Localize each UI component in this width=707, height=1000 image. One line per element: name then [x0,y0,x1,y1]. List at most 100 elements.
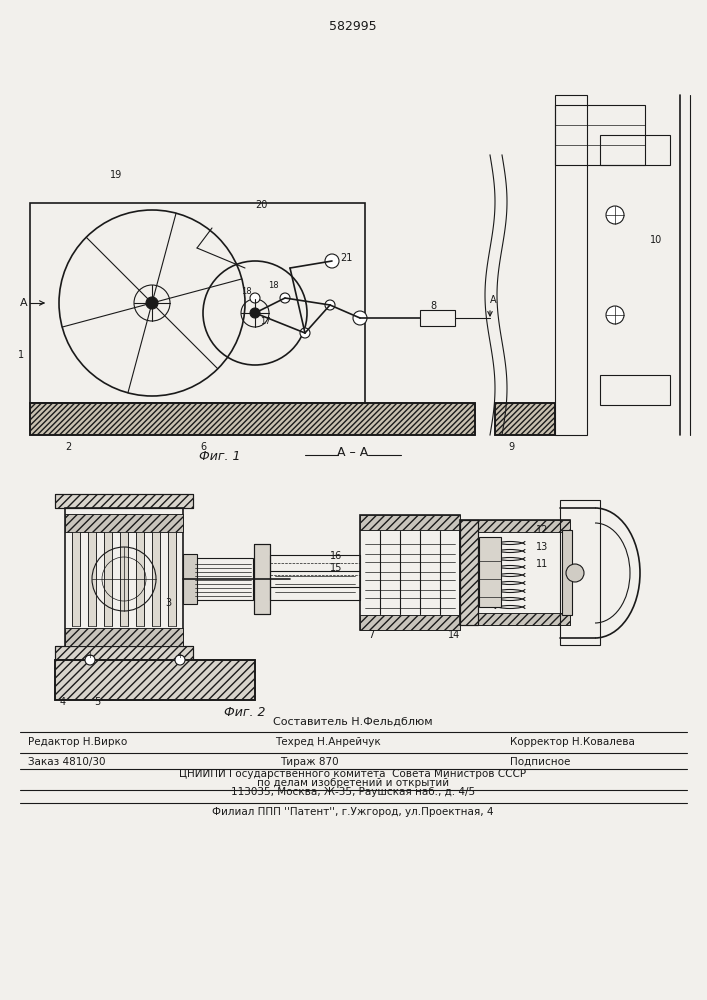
Bar [120,532,128,626]
Text: 17: 17 [260,316,271,326]
Text: 8: 8 [430,301,436,311]
Circle shape [606,306,624,324]
Text: 5: 5 [94,697,100,707]
Text: 19: 19 [110,170,122,180]
Text: 13: 13 [536,542,548,552]
Bar [555,95,587,435]
Bar [55,494,193,508]
Bar [152,532,160,626]
Circle shape [146,297,158,309]
Bar [88,532,96,626]
Text: Фиг. 1: Фиг. 1 [199,450,241,464]
Bar [254,544,270,614]
Text: Техред Н.Анрейчук: Техред Н.Анрейчук [275,737,381,747]
Text: A: A [490,295,496,305]
Bar [55,660,255,700]
Bar [360,615,460,630]
Bar [555,105,645,165]
Text: 11: 11 [536,559,548,569]
Bar [30,403,475,435]
Text: 18: 18 [268,280,279,290]
Circle shape [353,311,367,325]
Text: 14: 14 [448,630,460,640]
Bar [65,514,183,532]
Bar [460,520,570,625]
Circle shape [175,655,185,665]
Text: 582995: 582995 [329,19,377,32]
Bar [460,520,570,532]
Circle shape [325,300,335,310]
Bar [460,613,570,625]
Bar [460,613,570,625]
Circle shape [300,328,310,338]
Text: +: + [177,650,183,660]
Text: Составитель Н.Фельдблюм: Составитель Н.Фельдблюм [273,717,433,727]
Bar [30,203,365,403]
Bar [55,646,193,660]
Circle shape [85,655,95,665]
Text: Подписное: Подписное [510,757,571,767]
Text: 10: 10 [650,235,662,245]
Bar [562,530,572,615]
Bar [600,135,670,165]
Text: 18: 18 [241,286,252,296]
Bar [460,520,570,532]
Bar [460,520,478,625]
Text: 9: 9 [508,442,514,452]
Circle shape [280,293,290,303]
Text: 4: 4 [60,697,66,707]
Text: A – A: A – A [337,446,368,458]
Text: 20: 20 [255,200,267,210]
Bar [360,515,460,630]
Bar [55,660,255,700]
Bar [600,375,670,405]
Bar [460,520,478,625]
Circle shape [606,206,624,224]
Circle shape [250,308,260,318]
Bar [360,515,460,530]
Bar [479,537,501,607]
Text: 1: 1 [18,350,24,360]
Text: 3: 3 [165,598,171,608]
Text: Редактор Н.Вирко: Редактор Н.Вирко [28,737,127,747]
Bar [104,532,112,626]
Bar [270,555,360,600]
Circle shape [566,564,584,582]
Text: 113035, Москва, Ж-35, Раушская наб., д. 4/5: 113035, Москва, Ж-35, Раушская наб., д. … [231,787,475,797]
Text: 7: 7 [368,630,374,640]
Bar [495,403,555,435]
Text: по делам изобретений и открытий: по делам изобретений и открытий [257,778,449,788]
Text: Филиал ППП ''Патент'', г.Ужгород, ул.Проектная, 4: Филиал ППП ''Патент'', г.Ужгород, ул.Про… [212,807,493,817]
Circle shape [325,254,339,268]
Text: Заказ 4810/30: Заказ 4810/30 [28,757,105,767]
Bar [72,532,80,626]
Text: 12: 12 [536,525,549,535]
Text: 2: 2 [65,442,71,452]
Text: 21: 21 [340,253,352,263]
Text: Тираж 870: Тираж 870 [280,757,339,767]
Bar [183,554,197,604]
Text: 6: 6 [200,442,206,452]
Bar [495,403,555,435]
Bar [360,615,460,630]
Bar [183,572,195,586]
Text: 15: 15 [330,563,342,573]
Bar [65,628,183,646]
Bar [193,558,253,600]
Bar [168,532,176,626]
Bar [560,500,600,645]
Text: ЦНИИПИ Государственного комитета  Совета Министров СССР: ЦНИИПИ Государственного комитета Совета … [180,769,527,779]
Bar [136,532,144,626]
Text: Корректор Н.Ковалева: Корректор Н.Ковалева [510,737,635,747]
Text: Фиг. 2: Фиг. 2 [224,706,266,720]
Bar [30,403,475,435]
Bar [55,494,193,508]
Bar [65,514,183,532]
Text: +: + [86,650,93,660]
Circle shape [250,293,260,303]
Text: 16: 16 [330,551,342,561]
Text: A: A [21,298,28,308]
Bar [254,544,270,614]
Bar [65,628,183,646]
Bar [55,646,193,660]
